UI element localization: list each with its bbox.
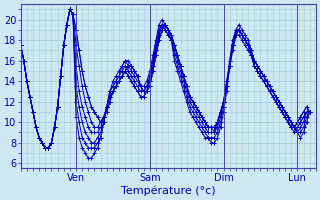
X-axis label: Température (°c): Température (°c) <box>121 185 216 196</box>
